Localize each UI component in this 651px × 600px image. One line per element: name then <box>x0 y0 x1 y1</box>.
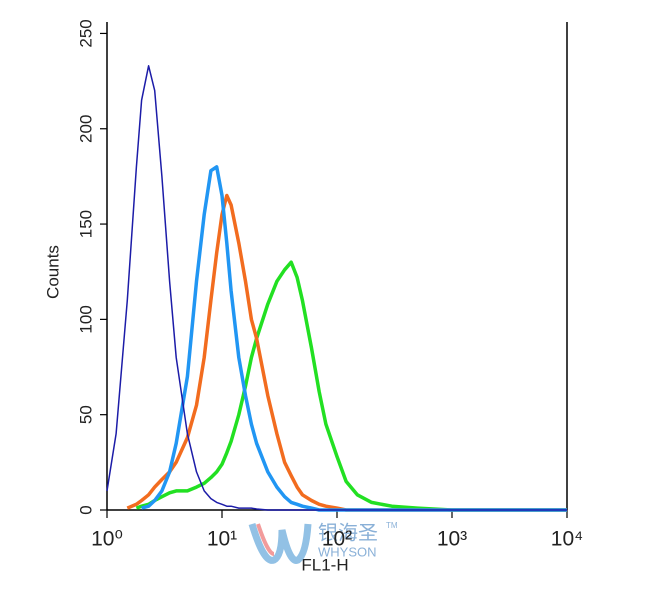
x-tick-label: 10⁴ <box>551 528 583 551</box>
y-tick-label: 250 <box>76 19 95 47</box>
x-tick-label: 10⁰ <box>91 528 123 551</box>
y-tick-label: 50 <box>76 405 95 424</box>
watermark-name: 银海圣 <box>318 521 378 544</box>
x-tick-label: 10² <box>322 528 352 551</box>
watermark-tm: TM <box>386 521 398 530</box>
y-tick-label: 0 <box>76 505 95 514</box>
x-tick-label: 10³ <box>437 528 467 551</box>
watermark-logo <box>248 522 312 564</box>
x-axis-label: FL1-H <box>301 555 348 574</box>
y-tick-label: 100 <box>76 305 95 333</box>
x-tick-label: 10¹ <box>207 528 237 551</box>
y-tick-label: 150 <box>76 210 95 238</box>
watermark-logo <box>256 523 275 556</box>
watermark: 银海圣 TM WHYSON <box>248 521 398 564</box>
y-axis-label: Counts <box>43 245 62 299</box>
y-tick-label: 200 <box>76 115 95 143</box>
series-line <box>135 260 567 512</box>
series-line <box>106 65 567 511</box>
series-line <box>126 193 567 512</box>
watermark-brand: WHYSON <box>318 544 377 559</box>
